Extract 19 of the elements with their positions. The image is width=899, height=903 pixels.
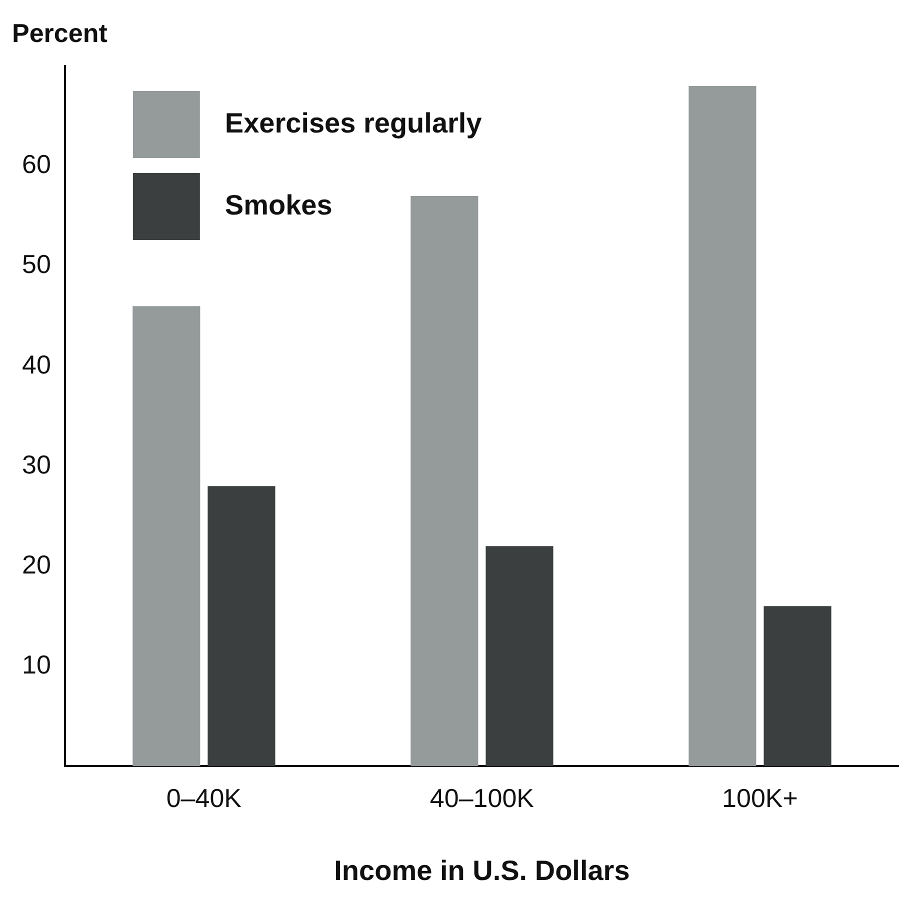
x-tick-label: 100K+ <box>722 782 798 813</box>
x-tick-label: 0–40K <box>166 782 242 813</box>
y-tick-label: 30 <box>22 449 51 480</box>
y-tick-label: 20 <box>22 549 51 580</box>
legend-label: Smokes <box>224 190 332 221</box>
bar <box>764 606 832 766</box>
bar <box>132 306 200 766</box>
y-tick-label: 10 <box>22 649 51 680</box>
bar <box>410 196 478 766</box>
y-axis-title: Percent <box>12 18 108 48</box>
y-tick-label: 40 <box>22 349 51 380</box>
x-axis-title: Income in U.S. Dollars <box>334 854 630 886</box>
bar <box>208 486 276 766</box>
y-tick-label: 60 <box>22 149 51 180</box>
y-tick-label: 50 <box>22 249 51 280</box>
x-tick-label: 40–100K <box>430 782 535 813</box>
bar <box>486 546 554 766</box>
bar <box>688 86 756 766</box>
legend-label: Exercises regularly <box>224 108 482 139</box>
